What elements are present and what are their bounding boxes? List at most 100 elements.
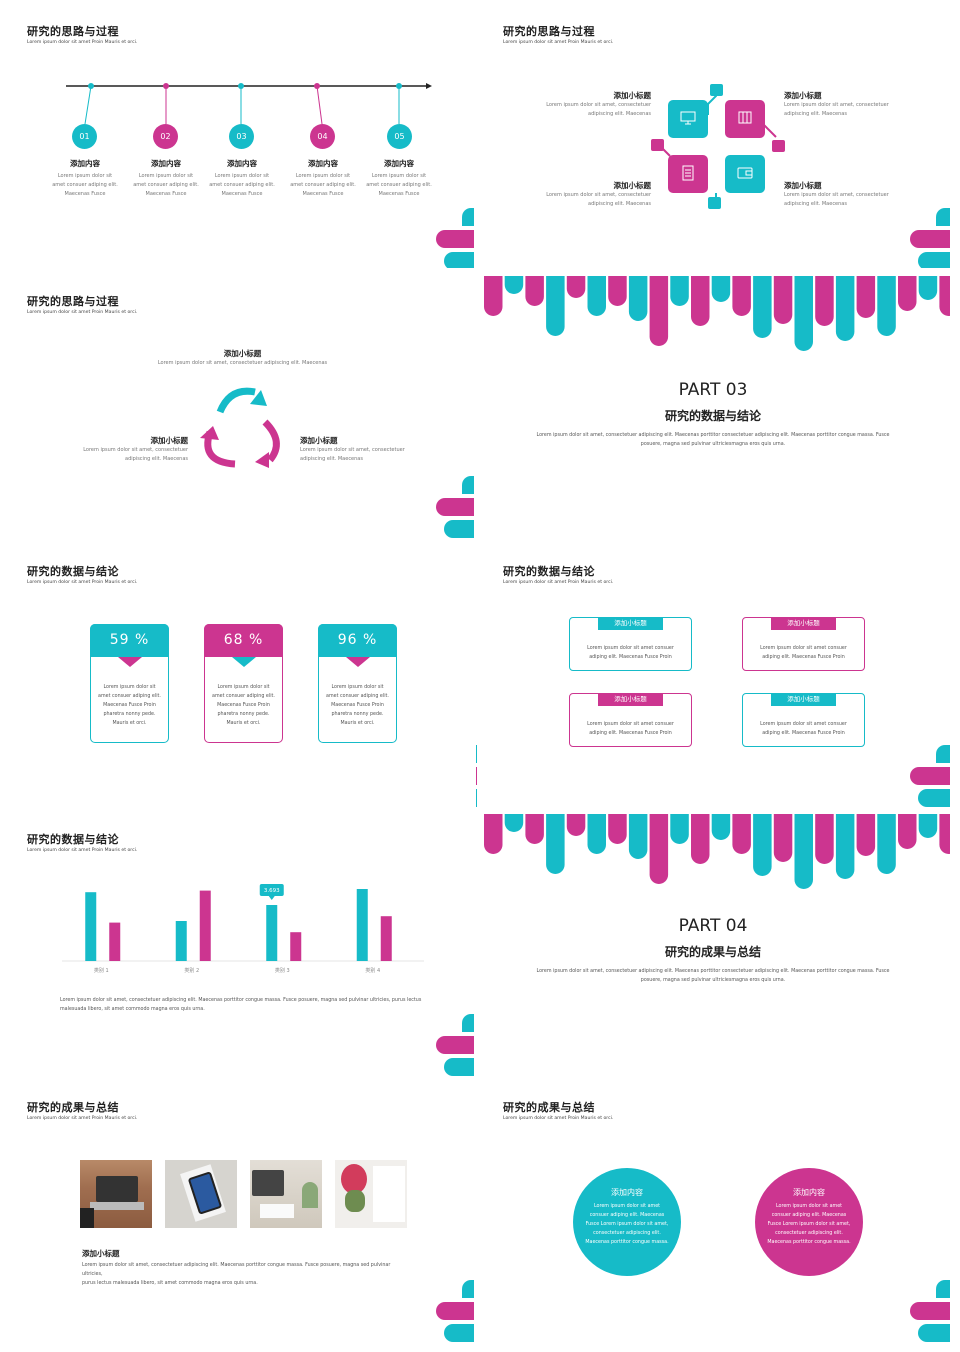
cycle-text: Lorem ipsum dolor sit amet, consectetuer…	[157, 360, 328, 366]
item-text: Lorem ipsum dolor sit amet, consectetuer	[546, 102, 651, 108]
hanging-bar	[898, 814, 917, 849]
item-label: 添加小标题	[784, 181, 822, 190]
box-text: Lorem ipsum dolor sit amet consuer adipin…	[749, 644, 858, 662]
hanging-bar	[608, 276, 627, 306]
circle-text: Lorem ipsum dolor sit amet consuer adipi…	[755, 1202, 863, 1247]
hanging-bar	[504, 814, 524, 832]
hanging-bar	[484, 814, 503, 854]
slide-circles: 研究的成果与总结 Lorem ipsum dolor sit amet Proi…	[476, 1076, 950, 1344]
hanging-bar	[835, 814, 855, 879]
step-number: 02	[153, 124, 178, 149]
step-label: 添加内容	[227, 159, 257, 168]
percent-value: 68 %	[204, 624, 283, 657]
cycle-left: 添加小标题 Lorem ipsum dolor sit amet, consec…	[70, 435, 188, 464]
percent-value: 59 %	[90, 624, 169, 657]
item-label: 添加小标题	[613, 91, 652, 100]
part-title: 研究的数据与结论	[664, 409, 761, 423]
percent-card: 96 % Lorem ipsum dolor sit amet consuer …	[318, 624, 397, 743]
hanging-bar	[877, 814, 896, 874]
monitor-icon	[680, 111, 696, 125]
box-line: adiping elit. Maecenas Fusce Proin	[589, 731, 672, 736]
step-text: Lorem ipsum dolor sit	[214, 173, 270, 179]
slide-title: 研究的数据与结论	[27, 833, 119, 846]
item-bottom-left: 添加小标题 Lorem ipsum dolor sit amet, consec…	[536, 180, 651, 209]
part-description: Lorem ipsum dolor sit amet, consectetuer…	[516, 431, 910, 449]
step-number: 04	[310, 124, 335, 149]
step-number: 05	[387, 124, 412, 149]
circle-label: 添加内容	[793, 1188, 825, 1197]
card-line: amet consuer adiping elit.	[98, 694, 161, 699]
hanging-bar	[753, 276, 772, 338]
part-description: Lorem ipsum dolor sit amet, consectetuer…	[516, 967, 910, 985]
slide-part-04: PART 04 研究的成果与总结 Lorem ipsum dolor sit a…	[476, 808, 950, 1076]
circle-line: consuer adiping elit. Maecenas	[771, 1213, 847, 1218]
step-text: amet consuer adiping elit.	[366, 182, 432, 188]
bar-chart: 类别 1 类别 2 类别 3 3.693 类别 4	[62, 884, 424, 974]
slide-subtitle: Lorem ipsum dolor sit amet Proin Mauris …	[503, 40, 614, 45]
hanging-bars-decoration	[484, 276, 950, 351]
card-line: amet consuer adiping elit.	[326, 694, 389, 699]
content-circle: 添加内容 Lorem ipsum dolor sit amet consuer …	[573, 1168, 681, 1276]
step-text: Maecenas Fusce	[221, 191, 263, 197]
hanging-bar	[711, 814, 731, 840]
circle-label: 添加内容	[611, 1188, 643, 1197]
hanging-bar	[794, 276, 813, 351]
hanging-bar	[898, 276, 917, 311]
chart-bar	[290, 932, 302, 961]
hanging-bar	[856, 276, 876, 318]
chart-bar	[109, 922, 121, 961]
hanging-bar	[918, 814, 938, 838]
circle-line: Maecenas porttitor congue massa.	[585, 1240, 669, 1245]
card-text: Lorem ipsum dolor sit amet consuer adipi…	[97, 683, 162, 728]
card-line: Maecenas Fusce Proin	[331, 703, 384, 708]
box-text: Lorem ipsum dolor sit amet consuer adipin…	[576, 644, 685, 662]
item-label: 添加小标题	[784, 91, 822, 100]
item-top-right: 添加小标题 Lorem ipsum dolor sit amet, consec…	[784, 90, 914, 119]
slide-title: 研究的数据与结论	[27, 565, 119, 578]
label-box: 添加小标题 Lorem ipsum dolor sit amet consuer…	[569, 693, 692, 747]
box-line: Lorem ipsum dolor sit amet consuer	[760, 646, 847, 651]
pointer-triangle	[118, 657, 142, 667]
caption-label: 添加小标题	[82, 1249, 120, 1258]
icon-grid-graphic	[651, 84, 785, 209]
part-text: Lorem ipsum dolor sit amet, consectetuer…	[536, 969, 890, 974]
step-text: Maecenas Fusce	[378, 191, 420, 197]
card-line: Mauris et orci.	[226, 721, 261, 726]
chart-bar	[199, 890, 211, 961]
chart-text: Lorem ipsum dolor sit amet, consectetuer…	[60, 998, 422, 1003]
circle-line: consuer adiping elit. Maecenas	[589, 1213, 665, 1218]
x-tick-label: 类别 2	[184, 967, 199, 974]
box-text: Lorem ipsum dolor sit amet consuer adipin…	[576, 720, 685, 738]
data-label: 3.693	[264, 888, 280, 894]
slide-title: 研究的思路与过程	[503, 25, 595, 38]
wallet-icon	[737, 167, 753, 179]
slide-subtitle: Lorem ipsum dolor sit amet Proin Mauris …	[503, 580, 614, 585]
slide-part-03: PART 03 研究的数据与结论 Lorem ipsum dolor sit a…	[476, 270, 950, 538]
hanging-bar	[711, 276, 731, 302]
step-text: Lorem ipsum dolor sit	[57, 173, 113, 179]
item-text: adipiscing elit. Maecenas	[784, 201, 847, 207]
part-text: Lorem ipsum dolor sit amet, consectetuer…	[536, 433, 890, 438]
chart-bar	[266, 905, 278, 961]
item-label: 添加小标题	[613, 181, 652, 190]
box-label: 添加小标题	[771, 693, 836, 706]
x-tick-label: 类别 4	[365, 967, 380, 974]
slide-subtitle: Lorem ipsum dolor sit amet Proin Mauris …	[27, 40, 138, 45]
step-label: 添加内容	[151, 159, 181, 168]
box-line: Lorem ipsum dolor sit amet consuer	[760, 722, 847, 727]
cycle-arrows	[200, 387, 280, 468]
chart-bar	[380, 916, 392, 961]
percent-card: 68 % Lorem ipsum dolor sit amet consuer …	[204, 624, 283, 743]
card-text: Lorem ipsum dolor sit amet consuer adipi…	[211, 683, 276, 728]
percent-card: 59 % Lorem ipsum dolor sit amet consuer …	[90, 624, 169, 743]
hanging-bar	[877, 276, 896, 336]
part-title: 研究的成果与总结	[664, 945, 761, 959]
slide-title: 研究的思路与过程	[27, 295, 119, 308]
card-text: Lorem ipsum dolor sit amet consuer adipi…	[325, 683, 390, 728]
slide-title: 研究的思路与过程	[27, 25, 119, 38]
item-text: adipiscing elit. Maecenas	[588, 111, 651, 117]
hanging-bar	[753, 814, 772, 876]
laptop-photo	[80, 1160, 152, 1228]
hanging-bar	[670, 276, 689, 306]
chart-bar	[175, 921, 187, 961]
